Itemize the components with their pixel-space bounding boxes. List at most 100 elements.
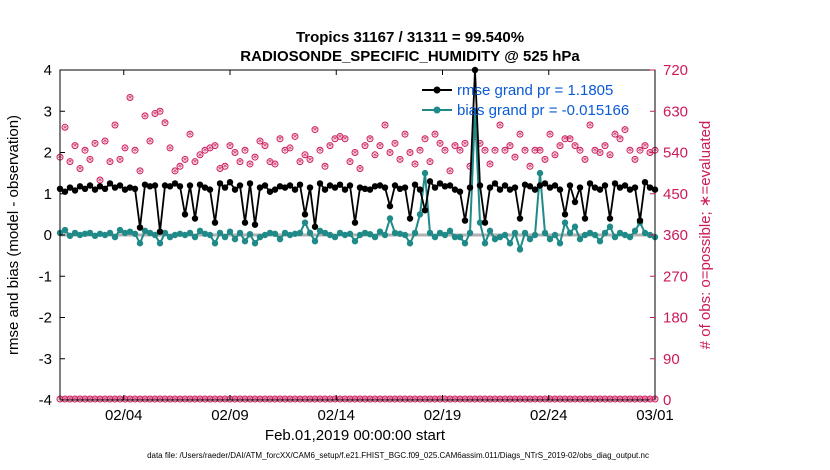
obs-possible-marker [411, 160, 419, 168]
rmse-point [91, 186, 99, 193]
obs-possible-marker [256, 137, 264, 145]
obs-possible-marker [561, 135, 569, 143]
obs-possible-bottom-marker [201, 395, 209, 403]
obs-possible-marker [246, 160, 254, 168]
rmse-point [336, 181, 344, 188]
obs-possible-marker [536, 146, 544, 154]
rmse-point [411, 181, 419, 188]
obs-evaluated-marker: * [443, 147, 448, 158]
obs-evaluated-marker: * [88, 156, 93, 167]
bias-point [511, 229, 519, 237]
rmse-point [226, 179, 234, 186]
obs-evaluated-marker: * [408, 149, 413, 160]
rmse-point [151, 182, 159, 189]
rmse-point [521, 181, 529, 188]
obs-possible-bottom-marker [156, 395, 164, 403]
obs-possible-bottom-marker [421, 395, 429, 403]
obs-possible-bottom-marker [76, 395, 84, 403]
rmse-point [586, 180, 594, 187]
obs-evaluated-marker: * [178, 163, 183, 174]
rmse-point [96, 183, 104, 190]
rmse-point [646, 184, 654, 191]
obs-possible-bottom-marker [371, 395, 379, 403]
rmse-point [286, 182, 294, 189]
obs-possible-marker [481, 146, 489, 154]
obs-possible-bottom-marker [606, 395, 614, 403]
obs-possible-bottom-marker [161, 395, 169, 403]
obs-possible-marker [121, 144, 129, 152]
obs-possible-marker [61, 123, 69, 131]
obs-evaluated-marker: * [643, 142, 648, 153]
rmse-point [366, 186, 374, 193]
bias-point [306, 229, 314, 237]
bias-series-layer [56, 108, 659, 253]
obs-evaluated-marker: * [448, 167, 453, 178]
rmse-point [311, 223, 319, 230]
rmse-point [491, 180, 499, 187]
legend-bias-label: bias grand pr = -0.015166 [457, 102, 629, 119]
rmse-point [416, 186, 424, 193]
obs-possible-marker [586, 121, 594, 129]
obs-possible-marker [76, 165, 84, 173]
bias-point [281, 229, 289, 237]
obs-possible-bottom-marker [291, 395, 299, 403]
obs-evaluated-marker: * [268, 158, 273, 169]
obs-possible-marker [211, 142, 219, 150]
bias-point [221, 233, 229, 241]
obs-possible-bottom-marker [496, 395, 504, 403]
obs-possible-marker [621, 126, 629, 134]
obs-possible-marker [511, 153, 519, 161]
obs-possible-marker [556, 142, 564, 150]
obs-possible-marker [301, 151, 309, 159]
bias-point [286, 231, 294, 239]
obs-possible-bottom-marker [211, 395, 219, 403]
rmse-point [561, 211, 569, 218]
obs-possible-bottom-marker [376, 395, 384, 403]
rmse-point [616, 184, 624, 191]
bias-point [546, 235, 554, 243]
obs-evaluated-marker: * [593, 147, 598, 158]
obs-evaluated-marker: * [398, 156, 403, 167]
bias-point [351, 237, 359, 245]
obs-possible-marker [226, 142, 234, 150]
right-y-tick-label: 90 [663, 351, 680, 368]
rmse-point [601, 182, 609, 189]
obs-possible-marker [546, 130, 554, 138]
obs-possible-bottom-marker [271, 395, 279, 403]
bias-point [161, 229, 169, 237]
bias-point [386, 215, 394, 222]
obs-possible-bottom-marker [586, 395, 594, 403]
obs-evaluated-marker: * [578, 147, 583, 158]
rmse-point [321, 186, 329, 193]
obs-possible-bottom-marker [546, 395, 554, 403]
bias-point [261, 231, 269, 239]
obs-possible-bottom-marker [266, 395, 274, 403]
obs-evaluated-marker: * [503, 147, 508, 158]
obs-possible-bottom-marker [281, 395, 289, 403]
bias-point [241, 237, 249, 245]
obs-possible-marker [421, 135, 429, 143]
obs-evaluated-marker: * [623, 126, 628, 137]
rmse-point [431, 184, 439, 191]
rmse-point [526, 183, 534, 190]
rmse-point [446, 182, 454, 189]
rmse-point [361, 185, 369, 192]
bias-point [326, 231, 334, 239]
bias-point [561, 219, 569, 226]
rmse-point [166, 183, 174, 190]
rmse-point [141, 181, 149, 188]
rmse-point [326, 182, 334, 189]
obs-evaluated-marker: * [568, 135, 573, 146]
bias-point [126, 228, 134, 235]
rmse-point [176, 183, 184, 190]
obs-evaluated-marker: * [83, 147, 88, 158]
obs-possible-marker [111, 121, 119, 129]
obs-evaluated-marker: * [338, 133, 343, 144]
obs-evaluated-marker: * [93, 140, 98, 151]
rmse-point [231, 186, 239, 193]
bias-point [611, 233, 619, 241]
obs-evaluated-marker: * [223, 163, 228, 174]
rmse-point [66, 184, 74, 191]
obs-evaluated-marker: * [98, 176, 103, 187]
obs-possible-bottom-marker [611, 395, 619, 403]
